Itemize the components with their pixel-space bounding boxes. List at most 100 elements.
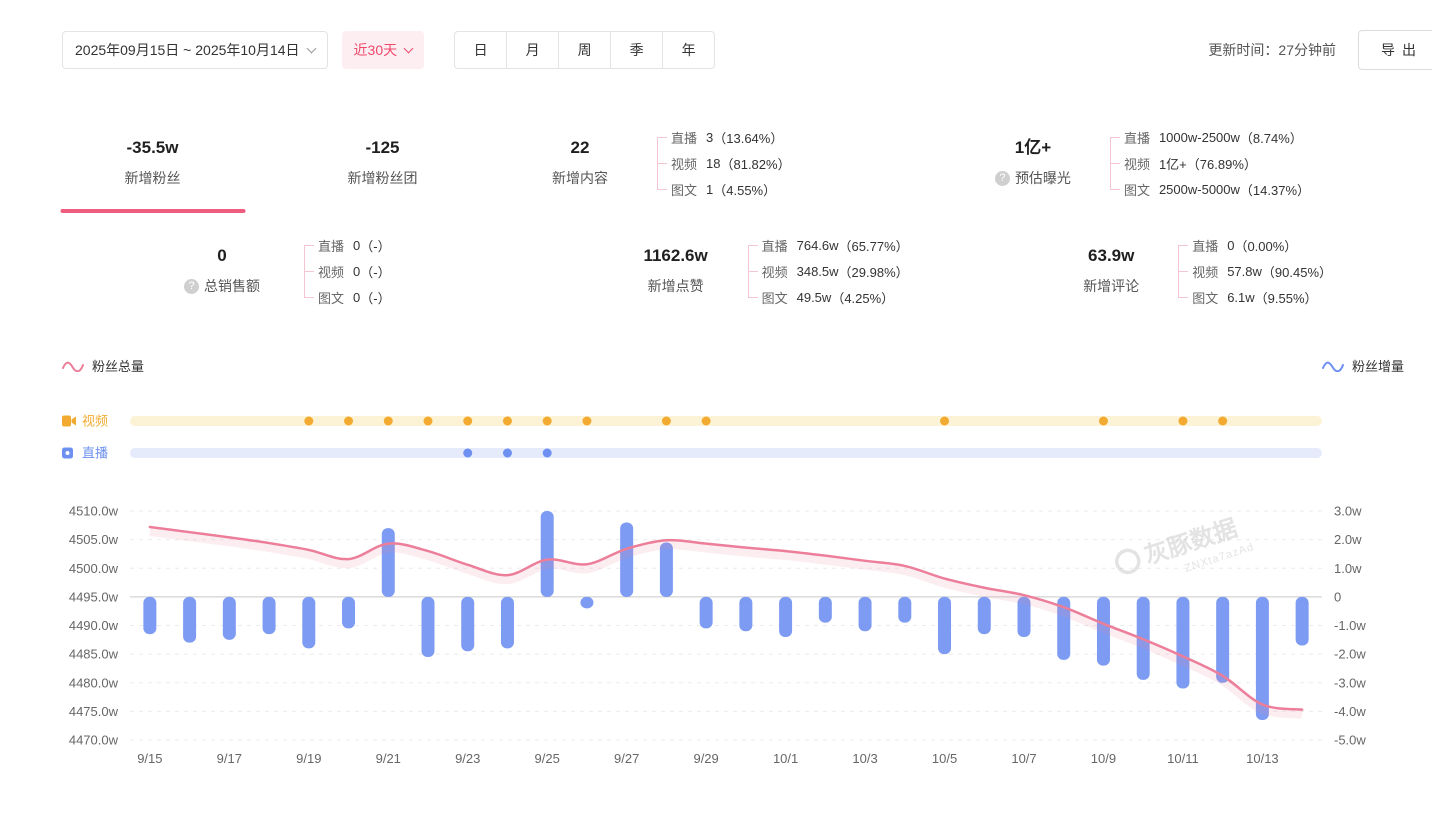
live-event-dot[interactable] [542,448,552,458]
video-event-dot[interactable] [940,416,950,426]
breakdown-value: 0 [353,237,361,253]
delta-bar[interactable] [421,596,435,657]
delta-bar[interactable] [659,542,673,597]
delta-bar[interactable] [1176,596,1190,689]
period-tab-day[interactable]: 日 [454,31,508,69]
metric-card[interactable]: -35.5w 新增粉丝 [60,138,245,213]
delta-bar[interactable] [342,596,356,629]
delta-bar[interactable] [461,596,475,652]
fans-total-line-glow [149,526,1303,719]
delta-bar[interactable] [818,596,832,623]
delta-bar[interactable] [898,596,912,623]
delta-bar[interactable] [1295,596,1309,646]
metric-card[interactable]: -125 新增粉丝团 [275,138,490,188]
metric-card[interactable]: 1162.6w 新增点赞 直播 764.6w （65.77%） 视频 348.5w （29.9… [616,232,909,310]
delta-bar[interactable] [938,596,952,655]
right-axis-label: 2.0w [1334,532,1362,547]
video-event-dot[interactable] [423,416,433,426]
metric-label: ? 总销售额 [184,276,260,296]
delta-bar[interactable] [143,596,157,635]
metric-card[interactable]: 0 ? 总销售额 直播 0 （-） 视频 0 （-） 图文 0 （-） [152,232,391,310]
video-event-dot[interactable] [1098,416,1108,426]
delta-bar[interactable] [1216,596,1230,683]
delta-bar[interactable] [1057,596,1071,660]
breakdown-row: 视频 348.5w （29.98%） [747,258,909,284]
video-event-dot[interactable] [661,416,671,426]
video-event-dot[interactable] [701,416,711,426]
delta-bar[interactable] [183,596,197,643]
breakdown-percent: （13.64%） [713,130,784,146]
metric-label-text: 新增粉丝团 [347,170,418,186]
help-icon[interactable]: ? [994,170,1010,186]
period-tab-month[interactable]: 月 [506,31,560,69]
breakdown-value: 0 [353,263,361,279]
delta-bar[interactable] [500,596,514,649]
metric-main: 1亿+? 预估曝光 [968,138,1098,188]
period-tab-week[interactable]: 周 [558,31,612,69]
breakdown-value: 49.5w [796,289,832,305]
video-event-dot[interactable] [582,416,592,426]
delta-bar[interactable] [739,596,753,632]
delta-bar[interactable] [699,596,713,629]
breakdown-name: 图文 [761,290,788,306]
video-event-dot[interactable] [304,416,314,426]
delta-bar[interactable] [381,528,395,597]
period-tab-year[interactable]: 年 [662,31,716,69]
delta-bar[interactable] [858,596,872,632]
fans-trend-chart: 4510.0w 3.0w 4505.0w 2.0w 4500.0w 1.0w 4495.0w… [62,414,1366,766]
metric-main: 22 新增内容 [515,138,645,188]
metric-main: 63.9w 新增评论 [1056,246,1166,296]
video-event-dot[interactable] [542,416,552,426]
metric-value: -125 [365,138,400,157]
breakdown-value: 2500w-5000w [1158,181,1240,197]
quick-range-text: 近30天 [353,42,398,58]
breakdown-row: 直播 0 （-） [304,232,391,258]
metric-label-text: 预估曝光 [1014,170,1071,186]
breakdown-row: 视频 18 （81.82%） [657,150,791,176]
video-event-dot[interactable] [463,416,473,426]
breakdown-value: 1亿+ [1158,156,1187,172]
metric-label: 新增点赞 [648,276,704,296]
watermark-logo-icon [1115,548,1141,575]
video-event-dot[interactable] [502,416,512,426]
delta-bar[interactable] [262,596,276,635]
live-event-dot[interactable] [502,448,512,458]
metric-value: 0 [217,246,227,265]
delta-bar[interactable] [222,596,236,640]
delta-bar[interactable] [1255,596,1269,720]
delta-bar[interactable] [620,522,634,597]
delta-bar[interactable] [302,596,316,649]
legend-fans-total[interactable]: 粉丝总量 [62,356,144,375]
metric-label: ? 预估曝光 [994,168,1071,188]
left-axis-label: 4490.0w [69,618,119,633]
metric-card[interactable]: 22 新增内容 直播 3 （13.64%） 视频 18 （81.82%） 图文 1 （4.55%） [515,124,791,202]
metric-card[interactable]: 63.9w 新增评论 直播 0 （0.00%） 视频 57.8w （90.45%） 图文 6.1w… [1056,232,1332,310]
help-icon[interactable]: ? [184,278,199,294]
delta-bar[interactable] [580,596,594,609]
quick-range-selector[interactable]: 近30天 [341,31,425,69]
delta-bar[interactable] [540,511,554,597]
legend-fans-delta[interactable]: 粉丝增量 [1321,356,1404,375]
delta-bar[interactable] [977,596,991,635]
breakdown-percent: （81.82%） [720,156,791,172]
period-tab-quarter[interactable]: 季 [610,31,664,69]
live-event-dot[interactable] [463,448,473,458]
delta-bar[interactable] [1017,596,1031,637]
export-button[interactable]: 导出 [1358,30,1432,70]
video-event-dot[interactable] [1218,416,1228,426]
breakdown-row: 图文 0 （-） [304,284,391,310]
metric-main: 1162.6w 新增点赞 [616,246,736,296]
breakdown-tree: 直播 0 （-） 视频 0 （-） 图文 0 （-） [304,232,391,310]
metric-value: 63.9w [1088,246,1135,265]
x-axis-label: 9/23 [455,751,480,766]
video-event-dot[interactable] [1178,416,1188,426]
metric-card[interactable]: 1亿+? 预估曝光 直播 1000w-2500w （8.74%） 视频 1亿+ （76.89%… [968,124,1310,202]
breakdown-percent: （9.55%） [1254,290,1318,306]
delta-bar[interactable] [779,596,793,637]
delta-bar[interactable] [1096,596,1110,666]
video-event-dot[interactable] [344,416,354,426]
video-event-dot[interactable] [383,416,393,426]
breakdown-value: 3 [706,129,714,145]
date-range-picker[interactable]: 2025年09月15日 ~ 2025年10月14日 [62,31,328,69]
breakdown-value: 57.8w [1227,263,1262,279]
